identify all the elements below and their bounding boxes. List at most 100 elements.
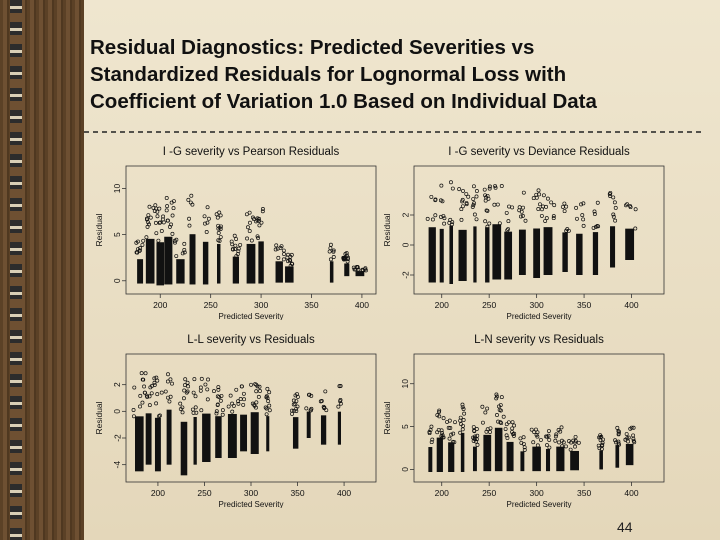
data-point	[251, 217, 256, 222]
data-point	[258, 389, 262, 393]
data-point	[155, 214, 160, 219]
point-cluster	[285, 266, 294, 283]
data-column	[539, 193, 557, 275]
data-point	[157, 220, 162, 225]
data-point	[230, 242, 235, 247]
data-point	[483, 219, 488, 224]
point-cluster	[156, 242, 165, 286]
data-point	[474, 189, 479, 193]
data-point	[539, 213, 544, 218]
data-point	[628, 203, 632, 208]
data-point	[238, 396, 243, 401]
data-point	[220, 412, 225, 417]
data-point	[290, 411, 294, 416]
data-point	[427, 430, 432, 434]
data-point	[249, 238, 254, 243]
data-point	[331, 249, 336, 254]
data-point	[214, 409, 219, 414]
point-cluster	[449, 225, 454, 284]
data-point	[474, 217, 479, 222]
data-point	[576, 440, 581, 445]
data-point	[242, 397, 246, 402]
point-cluster	[202, 241, 209, 285]
data-point	[184, 390, 189, 395]
data-point	[506, 219, 511, 224]
data-column	[142, 371, 154, 465]
data-column	[427, 424, 435, 472]
data-point	[460, 405, 465, 410]
point-cluster	[556, 446, 565, 472]
data-point	[464, 202, 469, 207]
data-point	[581, 201, 586, 206]
title-line: Coefficient of Variation 1.0 Based on In…	[90, 90, 597, 113]
data-point	[140, 400, 145, 405]
data-point	[324, 408, 329, 413]
point-cluster	[266, 416, 270, 452]
data-point	[442, 221, 447, 226]
data-point	[495, 202, 500, 207]
data-point	[247, 229, 252, 233]
data-point	[485, 224, 490, 229]
data-point	[439, 428, 444, 433]
data-point	[520, 213, 525, 218]
data-point	[151, 205, 156, 210]
data-point	[191, 390, 196, 395]
data-point	[533, 427, 538, 432]
data-point	[458, 430, 463, 435]
data-point	[484, 429, 489, 434]
data-column	[445, 418, 457, 472]
x-tick-label: 250	[197, 488, 211, 498]
data-point	[517, 205, 522, 210]
point-cluster	[344, 263, 350, 277]
data-point	[260, 207, 265, 211]
point-cluster	[448, 442, 455, 472]
data-point	[439, 183, 444, 188]
x-tick-label: 300	[530, 488, 544, 498]
data-point	[138, 248, 142, 253]
data-column	[351, 265, 368, 277]
data-point	[257, 384, 262, 389]
data-point	[494, 394, 499, 399]
data-point	[254, 400, 259, 405]
data-column	[152, 375, 164, 472]
data-point	[611, 195, 616, 200]
data-point	[205, 387, 210, 392]
y-axis-label: Residual	[94, 401, 104, 434]
point-cluster	[625, 228, 635, 260]
data-point	[186, 197, 191, 202]
data-point	[190, 407, 195, 412]
data-column	[458, 402, 467, 472]
point-cluster	[217, 243, 221, 284]
data-column	[518, 435, 527, 472]
data-point	[234, 237, 239, 241]
data-point	[166, 218, 170, 223]
data-column	[202, 205, 211, 285]
data-column	[134, 238, 146, 284]
data-point	[613, 205, 618, 210]
data-point	[458, 418, 463, 423]
point-cluster	[145, 238, 155, 284]
data-point	[631, 436, 636, 441]
data-point	[511, 433, 516, 438]
data-point	[254, 389, 259, 394]
data-point	[460, 199, 465, 204]
data-column	[178, 377, 191, 476]
data-point	[304, 406, 309, 411]
x-tick-label: 250	[482, 300, 496, 310]
data-point	[192, 377, 197, 382]
data-column	[214, 210, 223, 284]
data-point	[535, 443, 540, 448]
data-point	[286, 252, 290, 257]
data-point	[152, 209, 157, 213]
data-point	[178, 407, 183, 412]
data-point	[254, 382, 259, 387]
data-point	[460, 402, 465, 407]
data-point	[557, 440, 561, 445]
data-point	[167, 399, 172, 404]
data-point	[188, 200, 193, 205]
data-point	[323, 389, 328, 394]
data-point	[472, 212, 477, 217]
data-column	[172, 237, 187, 284]
x-axis-label: Predicted Severity	[219, 500, 284, 508]
data-point	[461, 423, 465, 428]
